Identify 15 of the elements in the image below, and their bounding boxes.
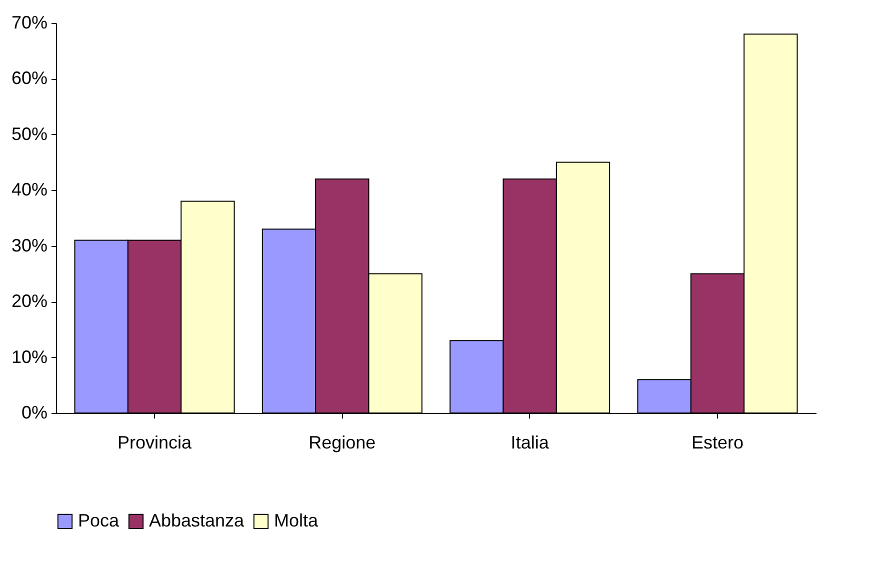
y-tick-label: 60% — [11, 68, 48, 88]
y-tick-label: 50% — [11, 124, 48, 144]
y-tick-label: 10% — [11, 346, 48, 367]
x-tick-label: Regione — [308, 432, 376, 452]
legend-label: Molta — [274, 510, 320, 530]
x-tick-label: Italia — [510, 432, 550, 452]
y-tick-label: 40% — [11, 180, 48, 200]
x-tick-label: Estero — [691, 432, 744, 452]
legend-label: Poca — [78, 510, 120, 530]
x-tick-label: Provincia — [118, 432, 193, 452]
y-tick-label: 30% — [11, 235, 48, 256]
y-tick-label: 20% — [11, 291, 48, 312]
y-tick-label: 70% — [11, 12, 48, 32]
legend-label: Abbastanza — [149, 510, 246, 530]
y-tick-label: 0% — [21, 402, 48, 422]
